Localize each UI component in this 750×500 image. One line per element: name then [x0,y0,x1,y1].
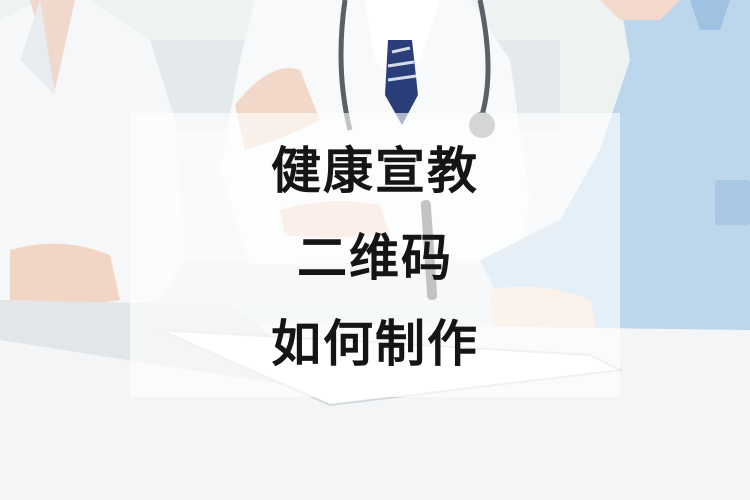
left-doctor-collar [20,0,55,95]
left-doctor-hands [10,243,120,305]
right-nurse-chin [600,0,680,20]
stethoscope-tube-right [477,0,491,116]
right-nurse-pocket [715,180,750,225]
tie-stripes [387,46,417,82]
right-nurse-collar [690,0,730,30]
title-line-1: 健康宣教 [271,142,479,200]
title-line-2: 二维码 [297,229,453,287]
title-overlay-panel [130,113,620,397]
title-line-3: 如何制作 [271,315,479,373]
